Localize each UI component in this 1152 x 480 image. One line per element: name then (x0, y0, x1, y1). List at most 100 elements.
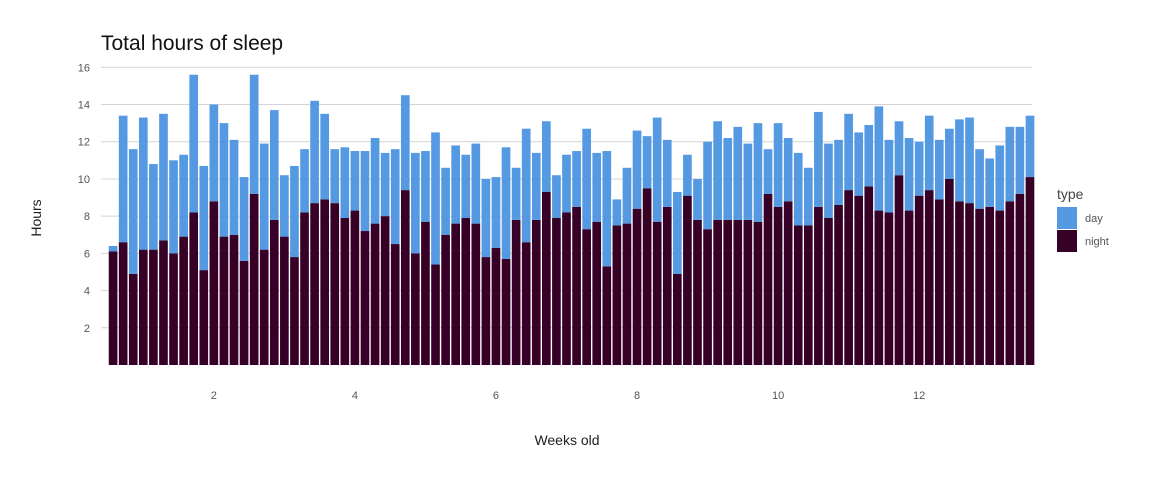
bar-day (612, 199, 622, 226)
bar-night (300, 212, 309, 365)
bar-day (118, 115, 128, 243)
bar-night (169, 253, 178, 365)
bar-night (209, 201, 219, 365)
bar-day (552, 175, 561, 219)
bar-night (149, 249, 158, 365)
bar-night (179, 236, 188, 365)
bar-night (269, 219, 279, 365)
bar-day (461, 154, 471, 219)
bar-day (733, 126, 743, 220)
bar-day (179, 154, 188, 237)
bar-day (773, 123, 783, 207)
bar-night (461, 218, 471, 365)
bar-night (219, 236, 229, 365)
bar-day (995, 145, 1005, 211)
bar-day (149, 164, 158, 250)
bar-night (995, 210, 1005, 365)
bar-day (753, 123, 763, 222)
bar-day (945, 128, 954, 179)
bar-day (652, 117, 662, 222)
bar-night (753, 221, 763, 365)
bar-night (390, 244, 400, 365)
bar-day (159, 113, 168, 241)
y-axis-title: Hours (28, 199, 44, 236)
bar-night (1005, 201, 1015, 365)
bar-night (320, 199, 330, 365)
bar-day (844, 113, 853, 191)
bar-night (552, 218, 561, 365)
bar-day (239, 177, 249, 261)
bar-day (491, 177, 501, 248)
bar-night (400, 190, 410, 365)
bar-night (511, 219, 521, 365)
bar-day (471, 143, 481, 224)
bar-day (511, 167, 521, 220)
bar-night (1025, 177, 1035, 365)
bar-night (421, 221, 430, 365)
bar-night (481, 257, 491, 365)
bar-night (189, 212, 199, 365)
bar-night (924, 190, 934, 365)
bar-day (259, 143, 269, 250)
y-tick-label: 2 (84, 323, 90, 335)
bar-night (280, 236, 289, 365)
bar-night (975, 208, 984, 365)
bars (108, 74, 1035, 365)
bar-day (320, 113, 330, 200)
bar-night (844, 190, 853, 365)
bar-night (531, 219, 541, 365)
bar-day (249, 74, 259, 194)
bar-night (128, 273, 138, 365)
bar-night (350, 210, 360, 365)
x-tick-label: 4 (352, 390, 358, 402)
bar-night (783, 201, 793, 365)
y-tick-label: 6 (84, 248, 90, 260)
bar-day (834, 139, 843, 205)
bar-day (884, 139, 894, 213)
bar-day (521, 128, 531, 243)
bar-day (400, 95, 410, 191)
bar-night (723, 219, 733, 365)
x-tick-label: 12 (913, 390, 925, 402)
bar-night (642, 188, 652, 365)
bar-day (955, 119, 964, 202)
bar-day (189, 74, 199, 213)
bar-day (662, 139, 672, 207)
bar-night (743, 219, 753, 365)
y-tick-labels: 2 4 6 8 10 12 14 16 (78, 62, 90, 334)
bar-day (411, 152, 420, 254)
bar-day (138, 117, 148, 250)
bar-day (128, 149, 138, 274)
bar-day (390, 149, 400, 245)
bar-day (451, 145, 460, 224)
legend-title: type (1057, 186, 1084, 202)
bar-day (924, 115, 934, 191)
bar-night (239, 260, 249, 365)
bar-day (199, 165, 209, 271)
bar-night (834, 204, 843, 365)
x-axis-title: Weeks old (534, 432, 599, 448)
bar-day (793, 152, 803, 226)
bar-night (874, 210, 884, 365)
bar-day (642, 136, 652, 189)
bar-night (763, 193, 773, 365)
bar-day (803, 167, 813, 226)
bar-night (108, 251, 118, 365)
bar-night (693, 219, 702, 365)
bar-night (965, 203, 974, 365)
bar-night (733, 219, 743, 365)
bar-night (138, 249, 148, 365)
bar-night (330, 203, 340, 365)
bar-night (501, 258, 511, 365)
y-tick-label: 12 (78, 137, 90, 149)
bar-night (652, 221, 662, 365)
bar-day (441, 167, 450, 235)
bar-day (360, 151, 370, 232)
bar-night (542, 191, 551, 365)
bar-day (713, 121, 722, 220)
bar-night (864, 186, 874, 365)
bar-night (290, 257, 299, 365)
bar-day (481, 178, 491, 258)
